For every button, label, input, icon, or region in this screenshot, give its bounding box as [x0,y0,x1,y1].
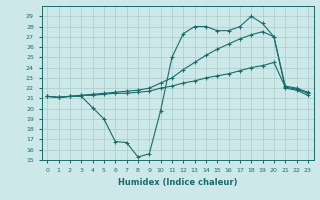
X-axis label: Humidex (Indice chaleur): Humidex (Indice chaleur) [118,178,237,187]
